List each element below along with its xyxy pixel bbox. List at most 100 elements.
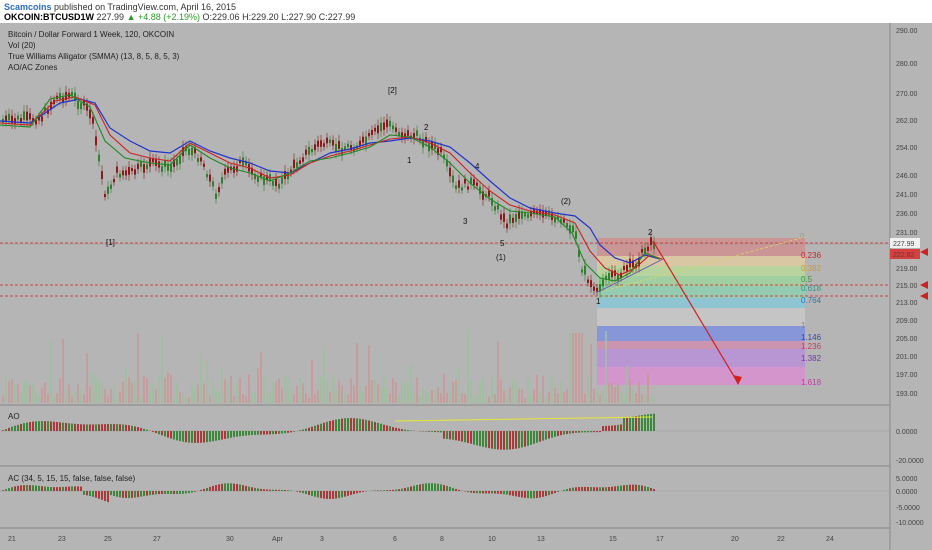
ao-bar [80, 424, 82, 431]
ao-bar [599, 431, 601, 433]
volume-bar [425, 390, 427, 403]
price-axis-tick: 262.00 [896, 118, 918, 125]
price-axis-tick: 201.00 [896, 354, 918, 361]
fib-extension[interactable] [597, 238, 805, 385]
ac-bar [182, 491, 184, 494]
ao-bar [260, 431, 262, 435]
ao-bar [140, 427, 142, 431]
ac-bar [533, 491, 535, 499]
ao-bar [203, 431, 205, 443]
volume-bar [143, 376, 145, 403]
fib-level-label: 0 [800, 232, 805, 241]
volume-bar [353, 385, 355, 403]
volume-bar [290, 388, 292, 403]
candle-body [401, 132, 403, 138]
ac-bar [14, 486, 16, 491]
candle-body [572, 225, 574, 233]
candle-body [128, 166, 130, 175]
volume-bar [227, 383, 229, 403]
volume-bar [317, 390, 319, 403]
symbol-label[interactable]: OKCOIN:BTCUSD1W [4, 12, 94, 22]
ao-bar [647, 414, 649, 431]
candle-body [329, 139, 331, 144]
legend-aoac[interactable]: AO/AC Zones [8, 63, 58, 72]
volume-bar [206, 361, 208, 403]
candle-body [110, 184, 112, 189]
ao-bar [323, 422, 325, 431]
author-link[interactable]: Scamcoins [4, 2, 52, 12]
candle-body [326, 137, 328, 144]
volume-bar [17, 383, 19, 403]
volume-bar [545, 396, 547, 403]
ao-bar [494, 431, 496, 450]
volume-bar [440, 393, 442, 403]
ac-bar [347, 491, 349, 496]
ac-bar [137, 491, 139, 498]
ao-bar [110, 424, 112, 431]
volume-bar [284, 375, 286, 403]
ao-bar [341, 418, 343, 431]
candle-body [542, 210, 544, 218]
ao-bar [311, 426, 313, 431]
ao-bar [611, 425, 613, 431]
ac-bar [191, 491, 193, 493]
candle-body [359, 140, 361, 146]
ao-bar [530, 431, 532, 445]
ac-bar [275, 489, 277, 491]
ao-bar [104, 424, 106, 431]
fib-level-label: 1 [801, 321, 806, 330]
volume-bar [146, 378, 148, 403]
ac-bar [239, 484, 241, 491]
volume-bar [158, 376, 160, 403]
ao-axis-tick: 0.0000 [896, 429, 918, 436]
volume-bar [632, 388, 634, 403]
volume-bar [320, 376, 322, 403]
ao-bar [380, 423, 382, 431]
candle-body [101, 171, 103, 179]
volume-bar [626, 366, 628, 403]
volume-bar [65, 390, 67, 403]
time-axis-tick: 6 [393, 536, 397, 543]
ao-bar [254, 431, 256, 435]
price-axis[interactable]: 290.00 280.00 270.00 262.00 254.00 246.00 241.… [896, 28, 918, 398]
ac-bar [515, 491, 517, 497]
volume-bar [401, 381, 403, 403]
candle-body [281, 177, 283, 184]
volume-bar [107, 395, 109, 403]
candle-body [524, 213, 526, 217]
ac-bar [59, 487, 61, 491]
candle-body [224, 168, 226, 175]
ao-bar [2, 430, 4, 431]
ac-bar [155, 491, 157, 495]
projection-arrow[interactable] [652, 240, 739, 384]
time-axis[interactable]: 21 23 25 27 30 Apr 3 6 8 10 13 15 17 20 22 24 [8, 536, 834, 543]
candle-body [122, 170, 124, 176]
candle-body [104, 193, 106, 198]
volume-bar [572, 333, 574, 403]
candle-body [179, 155, 181, 164]
candle-body [260, 172, 262, 177]
ao-bar [560, 431, 562, 436]
legend-alligator[interactable]: True Williams Alligator (SMMA) (13, 8, 5… [8, 52, 180, 61]
legend-title: Bitcoin / Dollar Forward 1 Week, 120, OK… [8, 30, 175, 39]
candle-body [437, 148, 439, 155]
ao-divergence-line[interactable] [394, 416, 653, 422]
ac-bar [113, 491, 115, 497]
ao-bar [359, 418, 361, 431]
candle-body [407, 130, 409, 136]
ac-bar [140, 491, 142, 497]
candle-body [482, 191, 484, 200]
candle-body [158, 161, 160, 168]
time-axis-tick: 10 [488, 536, 496, 543]
ac-bar [158, 491, 160, 495]
ac-bar [506, 491, 508, 495]
volume-bar [494, 394, 496, 403]
ac-bar [548, 491, 550, 496]
volume-bar [362, 393, 364, 403]
volume-bar [407, 384, 409, 403]
ao-bar [401, 429, 403, 431]
ao-bar [233, 431, 235, 438]
volume-bar [242, 394, 244, 403]
legend-vol[interactable]: Vol (20) [8, 41, 36, 50]
